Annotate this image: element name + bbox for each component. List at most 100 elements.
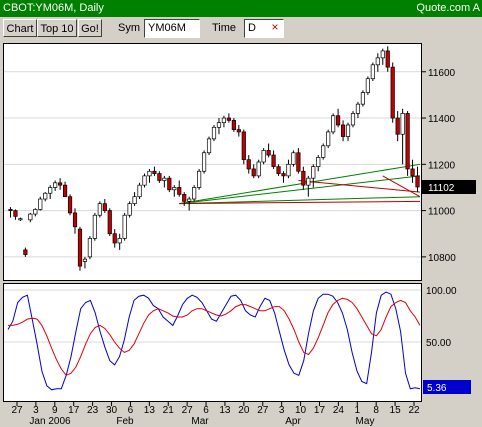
down-candle bbox=[296, 152, 301, 172]
last-price-box bbox=[422, 179, 476, 194]
stoch-readout-box bbox=[423, 380, 471, 394]
down-candle bbox=[340, 124, 346, 137]
up-candle bbox=[53, 182, 58, 188]
month-label: May bbox=[356, 416, 375, 427]
up-candle bbox=[28, 213, 33, 221]
up-candle bbox=[192, 187, 197, 200]
x-tick-label: 22 bbox=[408, 405, 420, 416]
up-candle bbox=[365, 78, 370, 93]
down-candle bbox=[390, 66, 395, 119]
x-tick-label: 3 bbox=[279, 405, 285, 416]
x-tick-label: 8 bbox=[373, 405, 379, 416]
x-tick-label: 6 bbox=[203, 405, 209, 416]
down-candle bbox=[13, 210, 18, 217]
down-candle bbox=[336, 115, 341, 126]
up-candle bbox=[355, 103, 361, 114]
up-candle bbox=[142, 175, 147, 186]
stoch-slow-line bbox=[8, 297, 421, 376]
down-candle bbox=[157, 173, 162, 181]
x-tick-label: 10 bbox=[295, 405, 307, 416]
up-candle bbox=[221, 117, 227, 124]
month-label: Feb bbox=[116, 416, 134, 427]
up-candle bbox=[197, 170, 202, 188]
chart-button[interactable]: Chart bbox=[3, 19, 37, 37]
down-candle bbox=[23, 249, 28, 255]
down-candle bbox=[241, 131, 246, 161]
top10-button[interactable]: Top 10 bbox=[37, 19, 77, 37]
down-candle bbox=[395, 117, 400, 135]
down-candle bbox=[112, 233, 117, 244]
down-candle bbox=[58, 182, 63, 186]
x-tick-label: 27 bbox=[182, 405, 194, 416]
up-candle bbox=[38, 198, 43, 210]
up-candle bbox=[216, 122, 222, 128]
up-candle bbox=[48, 187, 53, 194]
up-candle bbox=[127, 203, 132, 216]
price-tick-label: 11600 bbox=[428, 68, 456, 79]
month-label: Apr bbox=[285, 416, 301, 427]
up-candle bbox=[370, 64, 375, 80]
up-candle bbox=[331, 115, 336, 133]
down-candle bbox=[107, 210, 112, 235]
down-candle bbox=[246, 159, 251, 170]
up-candle bbox=[380, 50, 385, 59]
x-tick-label: 27 bbox=[11, 405, 23, 416]
up-candle bbox=[206, 138, 212, 154]
time-field-wrap: × bbox=[244, 19, 284, 38]
up-candle bbox=[211, 126, 217, 140]
down-candle bbox=[266, 150, 271, 156]
down-candle bbox=[102, 203, 107, 211]
down-candle bbox=[167, 177, 172, 191]
red-trendline-horizontal bbox=[179, 200, 421, 205]
x-tick-label: 24 bbox=[333, 405, 345, 416]
green-trendline-upper bbox=[179, 163, 421, 205]
down-candle bbox=[415, 175, 420, 188]
up-candle bbox=[256, 161, 261, 177]
toolbar: Chart Top 10 Go! Sym YM06M Time D × bbox=[0, 17, 482, 41]
down-candle bbox=[301, 170, 306, 186]
x-tick-label: 20 bbox=[238, 405, 250, 416]
up-candle bbox=[33, 209, 38, 215]
down-candle bbox=[405, 113, 410, 170]
up-candle bbox=[43, 192, 48, 200]
stoch-readout-label: 5.36 bbox=[427, 383, 447, 394]
up-candle bbox=[286, 163, 291, 177]
brand-label: Quote.com A bbox=[416, 2, 480, 14]
up-candle bbox=[261, 150, 266, 163]
up-candle bbox=[326, 131, 331, 147]
close-icon[interactable]: × bbox=[271, 20, 279, 34]
down-candle bbox=[72, 212, 78, 228]
up-candle bbox=[311, 166, 316, 179]
up-candle bbox=[321, 145, 326, 158]
up-candle bbox=[291, 152, 296, 165]
down-candle bbox=[8, 209, 13, 211]
up-candle bbox=[316, 157, 321, 167]
down-candle bbox=[226, 117, 231, 121]
symbol-input[interactable]: YM06M bbox=[144, 19, 200, 38]
time-input[interactable]: D bbox=[244, 19, 284, 38]
up-candle bbox=[400, 113, 405, 135]
price-panel bbox=[3, 43, 422, 281]
stoch-tick-label: 50.00 bbox=[426, 338, 451, 349]
down-candle bbox=[276, 166, 281, 174]
x-tick-label: 23 bbox=[87, 405, 99, 416]
month-label: Mar bbox=[191, 416, 209, 427]
up-candle bbox=[137, 184, 142, 198]
sym-label: Sym bbox=[118, 22, 140, 34]
x-tick-label: 17 bbox=[314, 405, 326, 416]
x-tick-label: 6 bbox=[128, 405, 134, 416]
x-tick-label: 1 bbox=[355, 405, 361, 416]
up-candle bbox=[360, 92, 366, 105]
down-candle bbox=[77, 228, 83, 267]
up-candle bbox=[201, 152, 207, 172]
time-label: Time bbox=[212, 22, 237, 34]
down-candle bbox=[231, 120, 236, 130]
go-button[interactable]: Go! bbox=[78, 19, 102, 37]
up-candle bbox=[162, 177, 167, 181]
up-candle bbox=[82, 258, 88, 262]
red-trendline-short bbox=[382, 175, 421, 198]
price-tick-label: 11000 bbox=[428, 207, 456, 218]
up-candle bbox=[92, 214, 97, 239]
price-tick-label: 11400 bbox=[428, 114, 456, 125]
